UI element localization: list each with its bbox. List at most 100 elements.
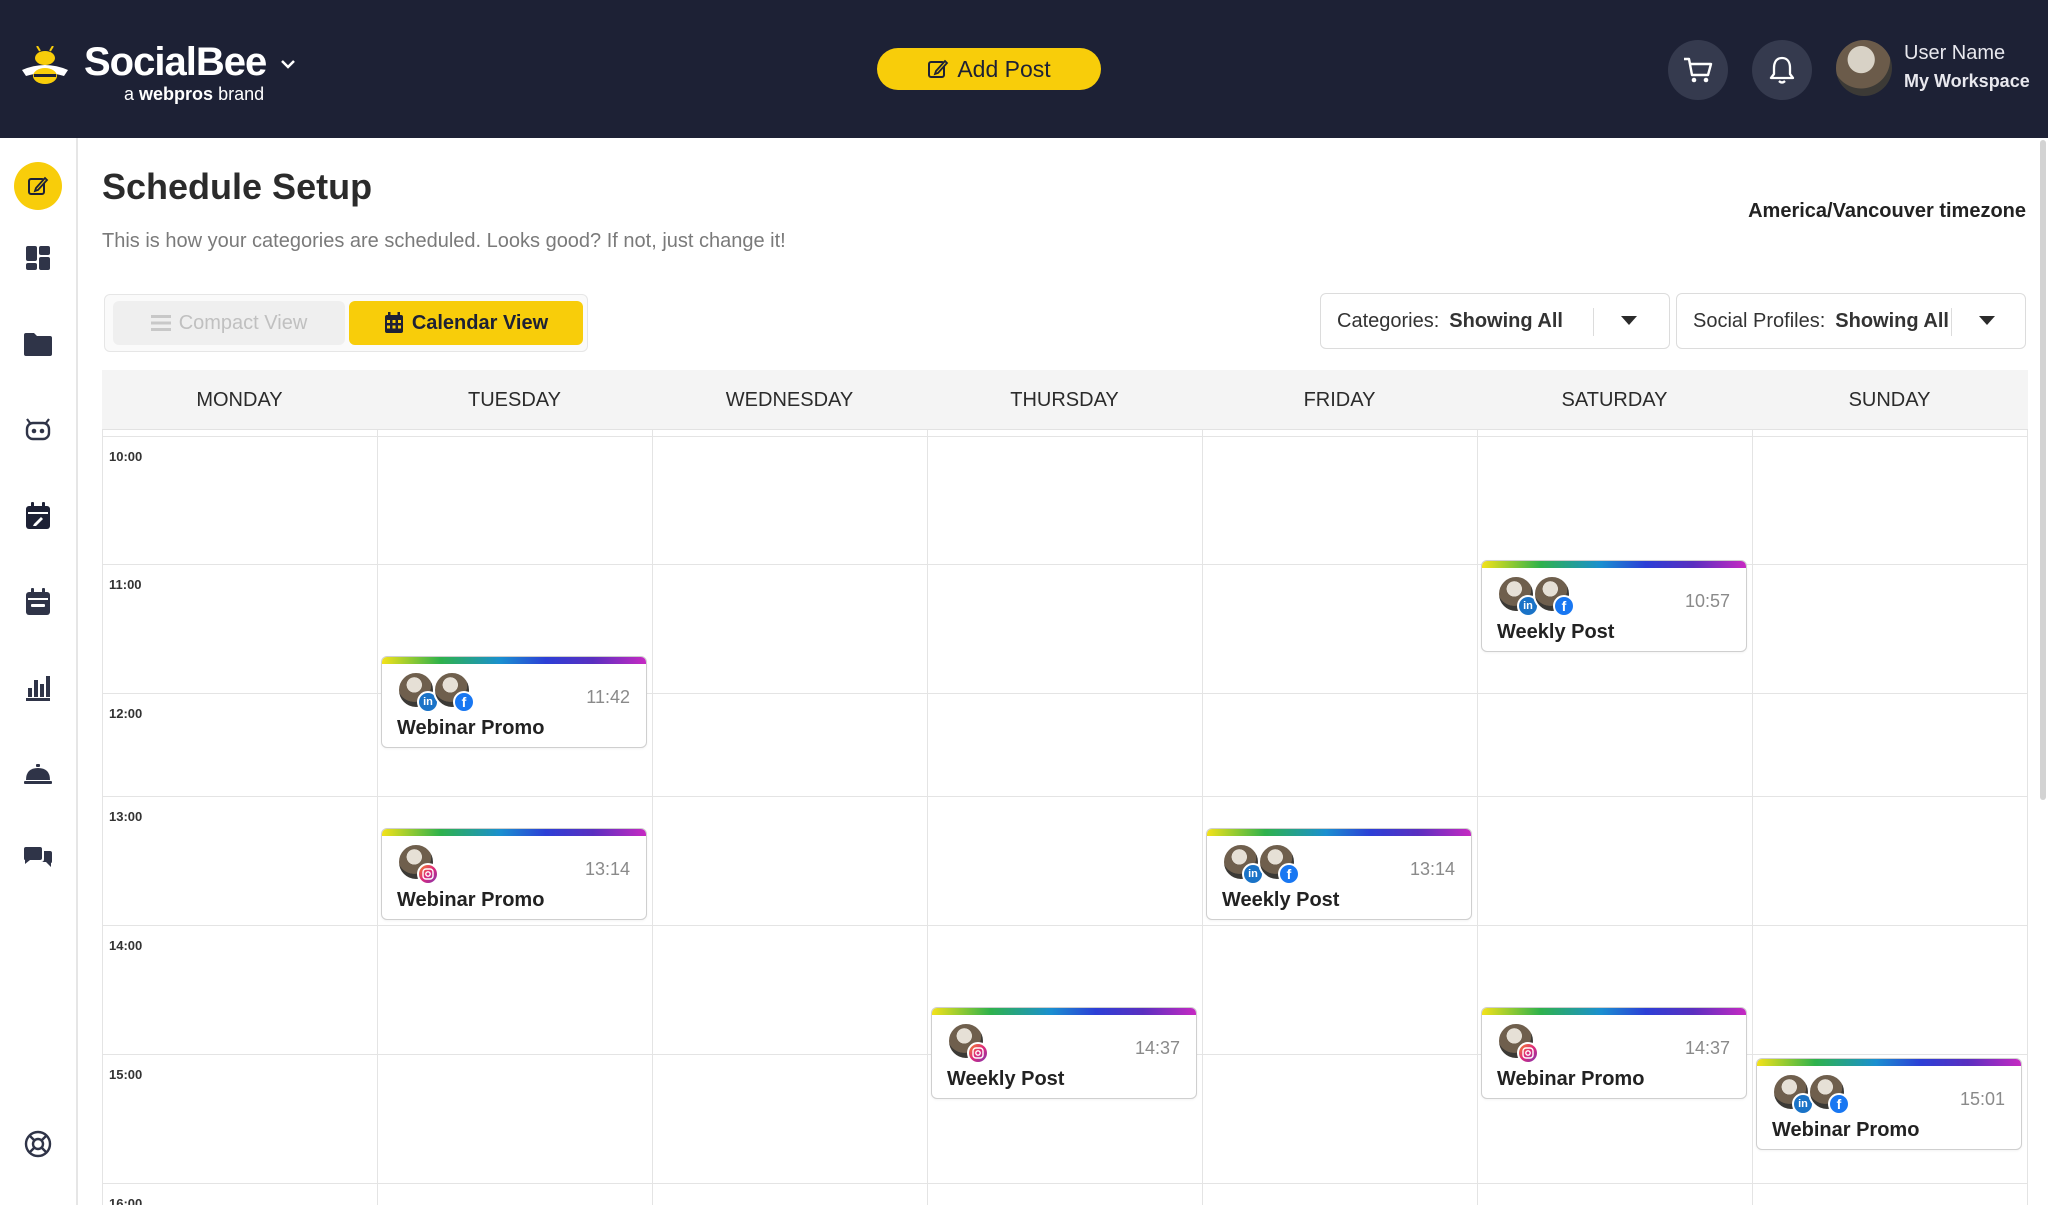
post-title: Webinar Promo — [397, 717, 545, 740]
hour-label: 11:00 — [109, 577, 142, 592]
column-divider — [1477, 430, 1478, 1205]
calendar-icon — [26, 588, 50, 615]
robot-icon — [25, 418, 51, 441]
lifebuoy-icon — [24, 1130, 52, 1158]
avatar — [1533, 574, 1571, 613]
hour-row-divider — [102, 796, 2028, 797]
user-name[interactable]: User Name — [1904, 42, 2006, 64]
pencil-icon — [28, 176, 49, 195]
column-divider — [652, 430, 653, 1205]
avatar — [397, 843, 435, 882]
sidebar-item-help[interactable] — [14, 1120, 62, 1168]
facebook-icon: f — [453, 691, 475, 714]
facebook-icon: f — [1553, 594, 1575, 617]
cart-button[interactable] — [1668, 40, 1728, 100]
brand-logo[interactable]: SocialBee a webpros brand — [20, 40, 298, 104]
folder-icon — [24, 333, 52, 356]
social-profiles-filter-value: Showing All — [1835, 309, 1949, 332]
column-divider — [1202, 430, 1203, 1205]
notifications-button[interactable] — [1752, 40, 1812, 100]
facebook-icon: f — [1278, 863, 1300, 886]
day-header-friday: FRIDAY — [1303, 389, 1376, 411]
categories-filter-value: Showing All — [1449, 309, 1563, 332]
sidebar-item-engage[interactable] — [14, 836, 62, 884]
caret-down-icon — [1621, 316, 1637, 325]
categories-filter-label: Categories: — [1337, 309, 1440, 332]
scheduled-post-card[interactable]: in f 10:57 Weekly Post — [1481, 559, 1747, 652]
sidebar-item-calendar[interactable] — [14, 578, 62, 626]
hour-row-divider — [102, 1183, 2028, 1184]
hour-label: 15:00 — [109, 1067, 143, 1082]
hour-label: 10:00 — [109, 449, 143, 464]
category-color-bar — [1482, 560, 1746, 568]
sidebar-item-compose[interactable] — [14, 162, 62, 210]
category-color-bar — [382, 829, 646, 837]
workspace-name[interactable]: My Workspace — [1904, 71, 2030, 91]
category-color-bar — [1207, 829, 1471, 837]
category-color-bar — [932, 1007, 1196, 1015]
scheduled-post-card[interactable]: 14:37 Weekly Post — [931, 1006, 1197, 1099]
category-color-bar — [1482, 1007, 1746, 1015]
sidebar-item-concierge[interactable] — [14, 750, 62, 798]
column-divider — [927, 430, 928, 1205]
day-header-tuesday: TUESDAY — [468, 389, 561, 411]
calendar-view-button[interactable]: Calendar View — [349, 301, 583, 345]
post-title: Webinar Promo — [1772, 1119, 1920, 1142]
post-time: 15:01 — [1959, 1089, 2005, 1110]
facebook-icon: f — [1828, 1093, 1850, 1116]
post-title: Weekly Post — [947, 1067, 1065, 1090]
hour-row-divider — [102, 693, 2028, 694]
avatar[interactable] — [1836, 40, 1892, 96]
column-divider — [377, 430, 378, 1205]
chevron-down-icon[interactable] — [278, 54, 298, 74]
hour-label: 13:00 — [109, 809, 143, 824]
category-color-bar — [1757, 1059, 2021, 1067]
hour-label: 14:00 — [109, 938, 143, 953]
hour-row-divider — [102, 436, 2028, 437]
top-bar: SocialBee a webpros brand Add Post — [0, 0, 2048, 138]
post-time: 14:37 — [1134, 1037, 1180, 1058]
post-time: 13:14 — [1409, 859, 1455, 880]
calendar-icon — [384, 312, 403, 333]
sidebar-item-content[interactable] — [14, 320, 62, 368]
category-color-bar — [382, 657, 646, 665]
add-post-button[interactable]: Add Post — [877, 48, 1101, 90]
sidebar-item-ai-copilot[interactable] — [14, 406, 62, 454]
sidebar-item-analytics[interactable] — [14, 664, 62, 712]
scrollbar[interactable] — [2040, 140, 2046, 800]
chat-icon — [24, 847, 52, 867]
page-title: Schedule Setup — [102, 166, 373, 207]
compact-view-button[interactable]: Compact View — [113, 301, 345, 345]
scheduled-post-card[interactable]: 13:14 Webinar Promo — [381, 828, 647, 921]
post-time: 10:57 — [1684, 590, 1730, 611]
post-time: 14:37 — [1684, 1037, 1730, 1058]
hour-row-divider — [102, 564, 2028, 565]
scheduled-post-card[interactable]: 14:37 Webinar Promo — [1481, 1006, 1747, 1099]
weekly-calendar: MONDAY TUESDAY WEDNESDAY THURSDAY FRIDAY SATU… — [102, 370, 2028, 1205]
post-title: Webinar Promo — [397, 889, 545, 912]
scheduled-post-card[interactable]: in f 15:01 Webinar Promo — [1756, 1058, 2022, 1151]
brand-tagline: a webpros brand — [124, 84, 265, 104]
column-divider — [102, 430, 103, 1205]
scheduled-post-card[interactable]: in f 13:14 Weekly Post — [1206, 828, 1472, 921]
compact-view-label: Compact View — [178, 311, 308, 334]
view-toggle: Compact View Calendar View — [104, 294, 588, 352]
day-header-thursday: THURSDAY — [1010, 389, 1119, 411]
cloche-icon — [24, 764, 52, 784]
calendar-view-label: Calendar View — [411, 311, 549, 334]
brand-name: SocialBee — [84, 40, 267, 84]
hour-label: 12:00 — [109, 706, 143, 721]
sidebar-item-dashboard[interactable] — [14, 234, 62, 282]
social-profiles-filter[interactable]: Social Profiles: Showing All — [1676, 293, 2026, 349]
post-title: Webinar Promo — [1497, 1067, 1645, 1090]
scheduled-post-card[interactable]: in f 11:42 Webinar Promo — [381, 656, 647, 749]
calendar-edit-icon — [26, 502, 50, 529]
column-divider — [2027, 430, 2028, 1205]
day-header-saturday: SATURDAY — [1561, 389, 1668, 411]
cart-icon — [1684, 57, 1713, 83]
instagram-icon — [1517, 1041, 1539, 1064]
instagram-icon — [417, 863, 439, 886]
sidebar-item-schedule-setup[interactable] — [14, 492, 62, 540]
categories-filter[interactable]: Categories: Showing All — [1320, 293, 1670, 349]
social-profiles-filter-label: Social Profiles: — [1693, 309, 1826, 332]
